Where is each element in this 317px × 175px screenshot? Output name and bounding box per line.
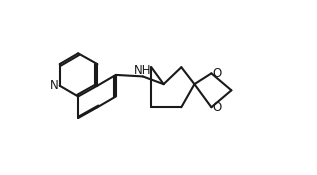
Text: NH: NH: [134, 64, 152, 77]
Text: N: N: [50, 79, 59, 92]
Text: O: O: [212, 67, 221, 80]
Text: O: O: [212, 101, 221, 114]
